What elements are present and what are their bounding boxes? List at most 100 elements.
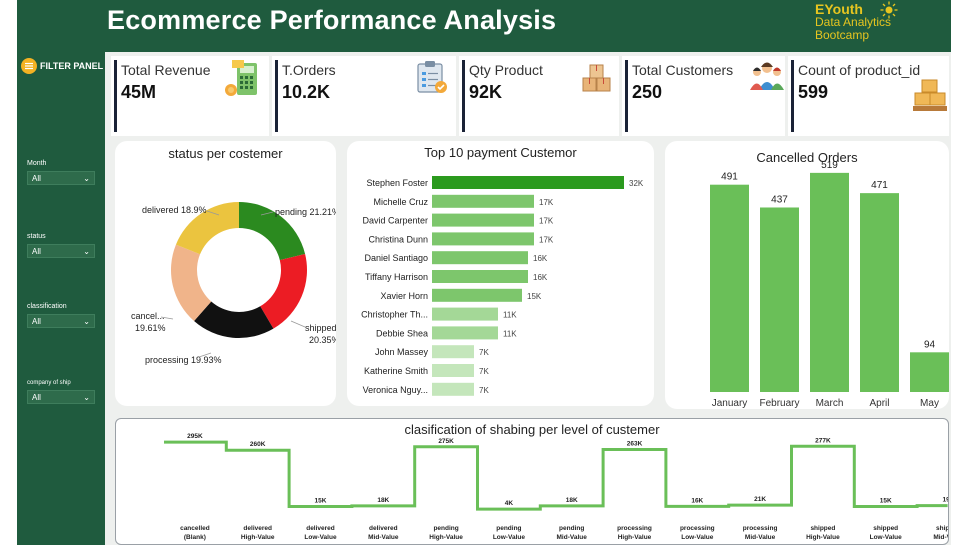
customer-bar: [432, 307, 498, 321]
month-label: February: [759, 398, 799, 409]
subcategory-label: High-Value: [806, 534, 840, 541]
customer-bar: [432, 194, 534, 208]
customer-name-label: Veronica Nguy...: [363, 385, 428, 395]
month-label: March: [816, 398, 844, 409]
customer-name-label: Debbie Shea: [376, 328, 428, 338]
subcategory-label: High-Value: [618, 534, 652, 541]
slicer-label: Month: [27, 160, 47, 167]
customer-bar: [432, 270, 528, 283]
leader-line: [290, 320, 306, 328]
chart-title: status per costemer: [168, 146, 283, 161]
chevron-down-icon: ⌄: [83, 173, 90, 183]
category-label: delivered: [369, 525, 398, 532]
status-dropdown[interactable]: All ⌄: [27, 244, 95, 258]
classification-dropdown[interactable]: All ⌄: [27, 314, 95, 328]
month-bar: [860, 193, 899, 392]
bar-value-label: 32K: [629, 179, 644, 188]
bar-value-label: 11K: [503, 311, 517, 320]
point-value-label: 18K: [566, 497, 578, 504]
kpi-accent-bar: [114, 60, 117, 132]
classification-slicer: classification All ⌄: [27, 303, 99, 328]
leader-line: [160, 316, 174, 320]
report-canvas: Ecommerce Performance Analysis EYouth Da…: [17, 0, 951, 545]
cancelled-orders-card: Cancelled Orders 491 January 437 February 51…: [665, 141, 949, 409]
category-label: processing: [680, 525, 715, 532]
dropdown-value: All: [32, 246, 41, 256]
chart-title: Cancelled Orders: [756, 150, 858, 165]
customers-icon: [750, 62, 784, 90]
leader-line: [198, 352, 212, 358]
customer-name-label: Daniel Santiago: [364, 253, 428, 263]
customer-bar: [432, 213, 534, 227]
company-of-ship-slicer: company of ship All ⌄: [27, 380, 99, 404]
shipping-classification-card: clasification of shabing per level of cu…: [115, 418, 949, 545]
customer-bar: [432, 251, 528, 265]
sun-icon: [880, 1, 898, 19]
customer-name-label: Stephen Foster: [366, 178, 428, 188]
boxes-icon: [582, 64, 611, 92]
slicer-label: status: [27, 233, 46, 240]
kpi-count-product-id: Count of product_id 599: [788, 56, 949, 136]
customer-bar: [432, 345, 474, 359]
bar-value-label: 519: [821, 160, 838, 171]
status-donut-chart[interactable]: pending 21.21% shipped 20.35% processing 19…: [115, 141, 336, 406]
chart-title: Top 10 payment Custemor: [424, 145, 577, 160]
subcategory-label: High-Value: [241, 534, 275, 541]
kpi-total-orders: T.Orders 10.2K: [272, 56, 456, 136]
kpi-total-revenue: Total Revenue 45M: [111, 56, 269, 136]
page-title: Ecommerce Performance Analysis: [107, 5, 557, 35]
donut-slice-processing: [194, 301, 274, 338]
kpi-total-customers: Total Customers 250: [622, 56, 785, 136]
kpi-label: Total Revenue: [121, 62, 211, 78]
company-of-ship-dropdown[interactable]: All ⌄: [27, 390, 95, 404]
month-dropdown[interactable]: All ⌄: [27, 171, 95, 185]
status-slicer: status All ⌄: [27, 233, 99, 258]
bar-value-label: 471: [871, 180, 888, 191]
shipping-step-line-chart[interactable]: 295K cancelled (Blank) 260K delivered High-Va…: [116, 419, 948, 544]
category-label: shipped: [873, 525, 898, 532]
dropdown-value: All: [32, 316, 41, 326]
subcategory-label: Mid-Value: [368, 534, 399, 541]
customer-name-label: Xavier Horn: [380, 291, 428, 301]
dropdown-value: All: [32, 392, 41, 402]
point-value-label: 16K: [691, 497, 703, 504]
month-label: April: [869, 398, 889, 409]
cash-register-icon: [225, 60, 257, 96]
point-value-label: 18K: [377, 497, 389, 504]
kpi-label: Total Customers: [632, 62, 734, 78]
slice-label-value: 19.61%: [135, 323, 166, 333]
point-value-label: 19K: [943, 497, 948, 504]
customer-name-label: Katherine Smith: [364, 366, 428, 376]
header-bar: Ecommerce Performance Analysis EYouth Da…: [17, 0, 951, 52]
donut-slice-cancel: [171, 244, 212, 322]
slicer-label: classification: [27, 303, 67, 310]
category-label: pending: [496, 525, 521, 532]
subcategory-label: High-Value: [429, 534, 463, 541]
slicer-label: company of ship: [27, 380, 71, 386]
chevron-down-icon: ⌄: [83, 316, 90, 326]
subcategory-label: Low-Value: [493, 534, 526, 541]
point-value-label: 21K: [754, 496, 766, 503]
kpi-value: 10.2K: [282, 82, 331, 102]
bar-value-label: 11K: [503, 329, 517, 338]
slice-label-name: shipped: [305, 323, 336, 333]
customer-name-label: John Massey: [375, 347, 429, 357]
customer-bar: [432, 288, 522, 302]
brand-line-3: Bootcamp: [815, 28, 870, 42]
customer-name-label: Christina Dunn: [368, 234, 428, 244]
cancelled-orders-bar-chart[interactable]: 491 January 437 February 519 March 471 April 94 M…: [665, 141, 949, 409]
customer-name-label: Michelle Cruz: [373, 197, 428, 207]
subcategory-label: Low-Value: [304, 534, 337, 541]
chevron-down-icon: ⌄: [83, 246, 90, 256]
subcategory-label: (Blank): [184, 534, 206, 541]
top-customers-card: Top 10 payment Custemor Stephen Foster 32…: [347, 141, 654, 406]
subcategory-label: Mid-Value: [745, 534, 776, 541]
filter-sidebar: FILTER PANEL Month All ⌄ status All ⌄ cl…: [17, 52, 105, 545]
category-label: processing: [743, 525, 778, 532]
customer-name-label: David Carpenter: [362, 216, 428, 226]
kpi-value: 92K: [469, 82, 503, 102]
donut-slice-delivered: [175, 202, 239, 255]
category-label: delivered: [243, 525, 272, 532]
top-customers-bar-chart[interactable]: Stephen Foster 32K Michelle Cruz 17K David C…: [347, 141, 654, 406]
